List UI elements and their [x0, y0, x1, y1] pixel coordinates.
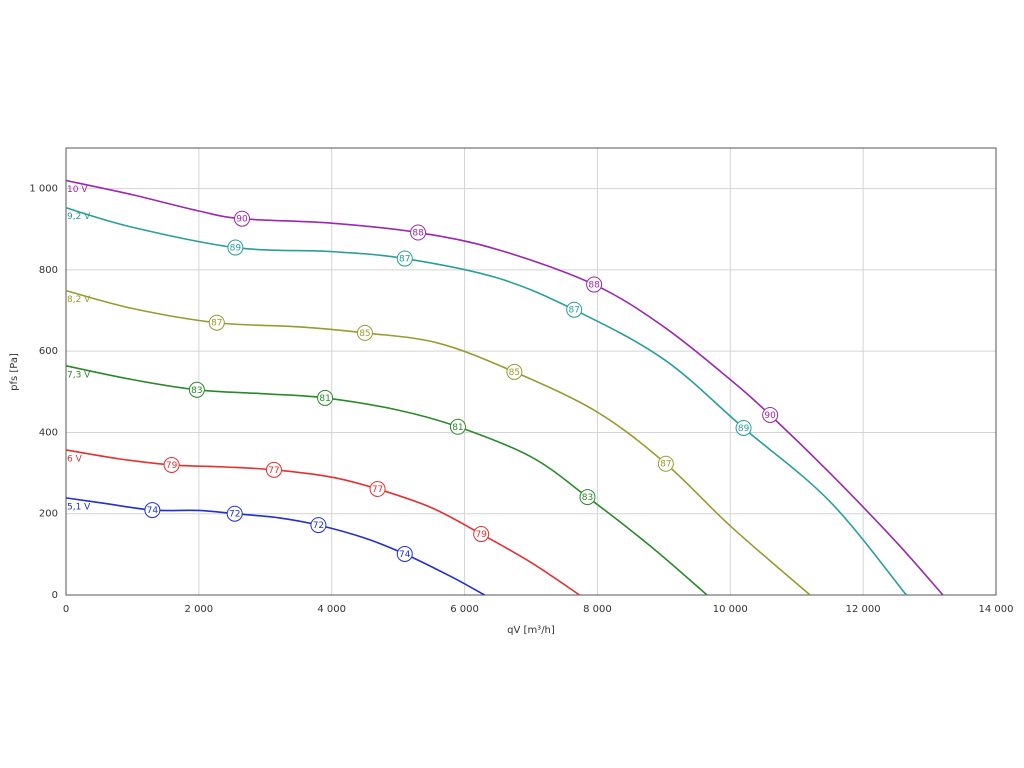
efficiency-label: 72: [313, 521, 324, 531]
curve-label: 10 V: [67, 185, 88, 195]
efficiency-marker: [317, 389, 334, 406]
efficiency-marker: [234, 210, 251, 227]
efficiency-marker: [473, 526, 490, 543]
efficiency-label: 87: [660, 460, 671, 470]
efficiency-marker: [762, 406, 779, 423]
efficiency-marker: [369, 480, 386, 497]
efficiency-marker: [566, 301, 583, 318]
efficiency-marker: [356, 324, 373, 341]
efficiency-label: 85: [509, 368, 520, 378]
fan-curve: [65, 449, 580, 596]
efficiency-label: 74: [399, 550, 411, 560]
efficiency-marker: [188, 381, 205, 398]
y-tick-label: 1 000: [29, 184, 58, 195]
fan-curve: [65, 365, 708, 596]
efficiency-label: 89: [738, 424, 750, 434]
efficiency-label: 81: [452, 423, 463, 433]
efficiency-marker: [506, 363, 523, 380]
y-tick-label: 800: [39, 265, 58, 276]
plot: 10 V 90 88 88 90 9,2 V 89 87 87 89 8,2 V 87 85 85 87 7,…: [65, 179, 944, 596]
fan-curve: [65, 206, 907, 596]
x-tick-label: 0: [63, 604, 69, 615]
efficiency-marker: [265, 461, 282, 478]
y-axis-label: pfs [Pa]: [9, 353, 20, 391]
x-tick-label: 6 000: [450, 604, 479, 615]
efficiency-label: 87: [211, 319, 222, 329]
efficiency-label: 87: [399, 255, 410, 265]
y-tick-label: 0: [52, 590, 58, 601]
x-tick-label: 8 000: [583, 604, 612, 615]
y-tick-label: 400: [39, 427, 58, 438]
curve-label: 6 V: [67, 454, 83, 464]
efficiency-marker: [396, 545, 413, 562]
efficiency-marker: [396, 250, 413, 267]
efficiency-label: 81: [319, 394, 330, 404]
efficiency-label: 83: [582, 493, 593, 503]
efficiency-label: 88: [412, 229, 424, 239]
plot-frame: [65, 147, 997, 596]
efficiency-marker: [657, 455, 674, 472]
efficiency-label: 77: [372, 485, 383, 495]
curve-label: 5,1 V: [67, 502, 91, 512]
efficiency-label: 90: [236, 215, 248, 225]
efficiency-marker: [410, 224, 427, 241]
efficiency-label: 77: [268, 466, 279, 476]
efficiency-marker: [227, 239, 244, 256]
x-tick-label: 12 000: [846, 604, 881, 615]
curve-label: 7,3 V: [67, 370, 91, 380]
efficiency-label: 85: [359, 329, 370, 339]
fan-curve: [65, 289, 811, 596]
fan-curve: [65, 179, 944, 596]
efficiency-label: 90: [764, 411, 776, 421]
curve-label: 8,2 V: [67, 295, 91, 305]
y-tick-label: 200: [39, 509, 58, 520]
fan-curve: [65, 497, 485, 596]
x-axis-label: qV [m³/h]: [507, 625, 555, 636]
efficiency-marker: [449, 418, 466, 435]
efficiency-marker: [208, 314, 225, 331]
efficiency-marker: [226, 505, 243, 522]
efficiency-label: 89: [230, 244, 242, 254]
efficiency-label: 79: [166, 461, 178, 471]
x-tick-label: 2 000: [185, 604, 214, 615]
efficiency-marker: [586, 276, 603, 293]
x-tick-label: 14 000: [979, 604, 1014, 615]
x-tick-label: 10 000: [713, 604, 748, 615]
efficiency-marker: [310, 517, 327, 534]
y-tick-label: 600: [39, 346, 58, 357]
efficiency-marker: [579, 489, 596, 506]
curve-label: 9,2 V: [67, 212, 91, 222]
efficiency-label: 74: [147, 506, 159, 516]
efficiency-label: 83: [191, 386, 202, 396]
efficiency-label: 72: [229, 510, 240, 520]
efficiency-marker: [144, 502, 161, 519]
efficiency-marker: [163, 456, 180, 473]
efficiency-label: 87: [568, 306, 579, 316]
efficiency-marker: [735, 419, 752, 436]
efficiency-label: 88: [588, 281, 600, 291]
efficiency-label: 79: [475, 530, 487, 540]
x-tick-label: 4 000: [317, 604, 346, 615]
